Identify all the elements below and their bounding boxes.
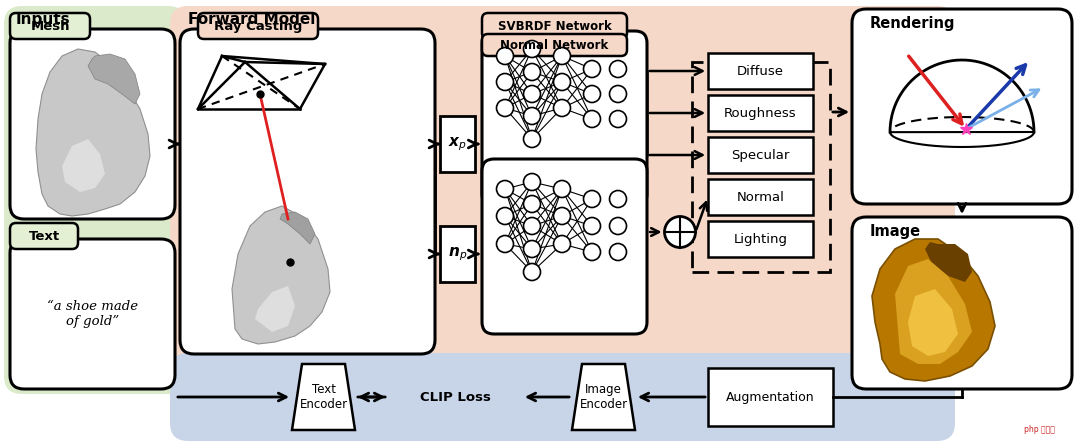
FancyBboxPatch shape [170, 6, 955, 394]
Text: Rendering: Rendering [870, 16, 956, 31]
Polygon shape [232, 206, 330, 344]
Polygon shape [255, 286, 295, 332]
Text: Inputs: Inputs [16, 12, 70, 27]
Circle shape [554, 99, 570, 116]
Polygon shape [924, 242, 972, 282]
Polygon shape [572, 364, 635, 430]
Circle shape [583, 218, 600, 234]
Polygon shape [895, 259, 972, 364]
FancyBboxPatch shape [170, 353, 955, 441]
Circle shape [524, 218, 540, 234]
Circle shape [609, 190, 626, 207]
Circle shape [583, 111, 600, 127]
FancyBboxPatch shape [10, 13, 90, 39]
Circle shape [497, 235, 513, 253]
FancyBboxPatch shape [10, 29, 175, 219]
Circle shape [524, 107, 540, 124]
Circle shape [583, 60, 600, 78]
Circle shape [554, 235, 570, 253]
FancyBboxPatch shape [10, 239, 175, 389]
Circle shape [497, 48, 513, 64]
FancyBboxPatch shape [708, 95, 813, 131]
FancyBboxPatch shape [708, 179, 813, 215]
Polygon shape [36, 49, 150, 216]
Polygon shape [872, 239, 995, 381]
FancyBboxPatch shape [180, 29, 435, 354]
Text: Text
Encoder: Text Encoder [299, 383, 348, 411]
FancyBboxPatch shape [482, 34, 627, 56]
FancyBboxPatch shape [708, 221, 813, 257]
Circle shape [583, 243, 600, 261]
Circle shape [609, 60, 626, 78]
Text: Roughness: Roughness [725, 107, 797, 119]
Circle shape [497, 74, 513, 91]
FancyBboxPatch shape [482, 31, 647, 206]
Text: Specular: Specular [731, 148, 789, 162]
Text: Diffuse: Diffuse [737, 64, 784, 78]
Circle shape [497, 181, 513, 198]
Circle shape [609, 111, 626, 127]
Text: Forward Model: Forward Model [188, 12, 315, 27]
Circle shape [497, 99, 513, 116]
Text: php 中文网: php 中文网 [1024, 425, 1055, 434]
Circle shape [554, 74, 570, 91]
FancyBboxPatch shape [708, 53, 813, 89]
Text: Text: Text [28, 230, 59, 242]
Circle shape [524, 63, 540, 80]
Text: Mesh: Mesh [30, 20, 70, 32]
Circle shape [554, 181, 570, 198]
FancyBboxPatch shape [852, 217, 1072, 389]
Polygon shape [292, 364, 355, 430]
Circle shape [609, 86, 626, 103]
Circle shape [583, 86, 600, 103]
Text: CLIP Loss: CLIP Loss [419, 391, 490, 404]
FancyBboxPatch shape [198, 13, 318, 39]
FancyBboxPatch shape [708, 368, 833, 426]
Circle shape [524, 195, 540, 213]
Text: Normal Network: Normal Network [500, 39, 609, 52]
Polygon shape [280, 212, 315, 244]
FancyBboxPatch shape [440, 116, 475, 172]
Circle shape [664, 217, 696, 247]
Text: Augmentation: Augmentation [726, 391, 814, 404]
Text: “a shoe made
of gold”: “a shoe made of gold” [46, 300, 138, 328]
Circle shape [583, 190, 600, 207]
FancyBboxPatch shape [440, 226, 475, 282]
Circle shape [554, 48, 570, 64]
Circle shape [609, 243, 626, 261]
FancyBboxPatch shape [482, 159, 647, 334]
Text: Lighting: Lighting [733, 233, 787, 246]
Text: Ray Casting: Ray Casting [214, 20, 302, 32]
FancyBboxPatch shape [482, 13, 627, 39]
Text: Image
Encoder: Image Encoder [580, 383, 627, 411]
Text: $\boldsymbol{n}_p$: $\boldsymbol{n}_p$ [448, 245, 468, 263]
Polygon shape [87, 54, 140, 104]
Circle shape [524, 174, 540, 190]
Text: Normal: Normal [737, 190, 784, 203]
Circle shape [524, 131, 540, 147]
Text: SVBRDF Network: SVBRDF Network [498, 20, 611, 32]
Circle shape [524, 40, 540, 58]
Polygon shape [908, 289, 958, 356]
FancyBboxPatch shape [708, 137, 813, 173]
Text: Image: Image [870, 224, 921, 239]
FancyBboxPatch shape [4, 6, 186, 394]
Circle shape [524, 241, 540, 258]
Polygon shape [890, 60, 1034, 132]
FancyBboxPatch shape [10, 223, 78, 249]
Circle shape [497, 207, 513, 225]
FancyBboxPatch shape [852, 9, 1072, 204]
Circle shape [609, 218, 626, 234]
Polygon shape [62, 139, 105, 192]
Text: $\boldsymbol{x}_p$: $\boldsymbol{x}_p$ [448, 135, 467, 153]
Circle shape [524, 263, 540, 281]
Circle shape [554, 207, 570, 225]
Circle shape [524, 86, 540, 103]
